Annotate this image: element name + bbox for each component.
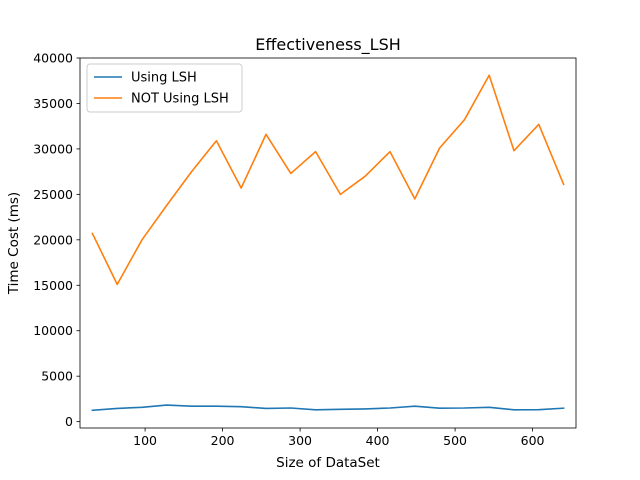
y-tick-label: 10000 (33, 323, 73, 338)
y-tick-label: 25000 (33, 187, 73, 202)
x-tick-label: 400 (366, 433, 390, 448)
plot-area (80, 58, 576, 428)
y-tick-label: 20000 (33, 232, 73, 247)
y-tick-label: 15000 (33, 278, 73, 293)
series-layer (91, 74, 565, 412)
x-tick-label: 600 (521, 433, 545, 448)
y-axis: 0 5000 10000 15000 20000 25000 30000 35000 40000 (33, 51, 80, 429)
x-axis-label: Size of DataSet (276, 455, 380, 471)
chart-title: Effectiveness_LSH (255, 35, 401, 55)
y-tick-label: 5000 (41, 369, 73, 384)
series-line-1 (91, 404, 565, 412)
y-tick-label: 0 (65, 414, 73, 429)
x-tick-label: 300 (288, 433, 312, 448)
y-axis-label: Time Cost (ms) (6, 192, 22, 295)
y-tick-label: 40000 (33, 51, 73, 66)
plot-frame (79, 57, 577, 429)
x-tick-label: 500 (443, 433, 467, 448)
legend: Using LSH NOT Using LSH (86, 63, 243, 113)
x-tick-label: 200 (211, 433, 235, 448)
x-axis: 100 200 300 400 500 600 (133, 428, 545, 448)
legend-box (86, 63, 243, 113)
axes-layer (79, 57, 577, 429)
y-tick-label: 35000 (33, 96, 73, 111)
legend-label: Using LSH (131, 71, 197, 86)
y-tick-label: 30000 (33, 141, 73, 156)
x-tick-label: 100 (133, 433, 157, 448)
series-line-2 (91, 74, 565, 286)
legend-label: NOT Using LSH (131, 92, 229, 107)
